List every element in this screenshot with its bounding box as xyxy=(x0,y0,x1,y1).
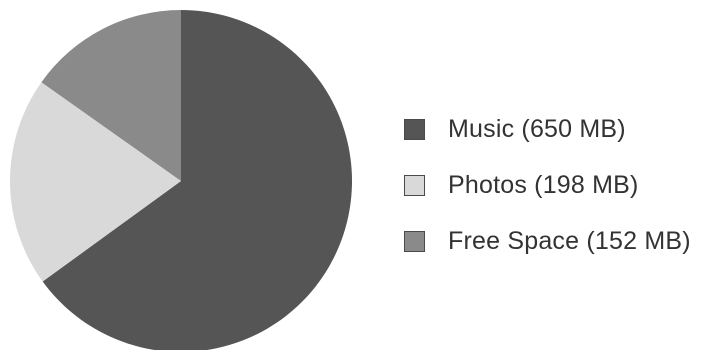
legend-label-music: Music (650 MB) xyxy=(448,114,626,143)
legend-item-music: Music (650 MB) xyxy=(404,108,714,150)
pie-slice-free-space xyxy=(41,10,181,181)
pie-slice-photos xyxy=(10,82,181,282)
pie-slices xyxy=(10,10,353,350)
legend-swatch-photos xyxy=(404,174,425,196)
legend-label-photos: Photos (198 MB) xyxy=(448,170,639,199)
legend-item-photos: Photos (198 MB) xyxy=(404,164,714,206)
pie-slice-music xyxy=(42,10,353,350)
legend-swatch-music xyxy=(404,118,425,140)
legend: Music (650 MB) Photos (198 MB) Free Spac… xyxy=(404,108,714,262)
legend-item-free-space: Free Space (152 MB) xyxy=(404,220,714,262)
legend-label-free-space: Free Space (152 MB) xyxy=(448,226,691,255)
legend-swatch-free-space xyxy=(404,230,425,252)
